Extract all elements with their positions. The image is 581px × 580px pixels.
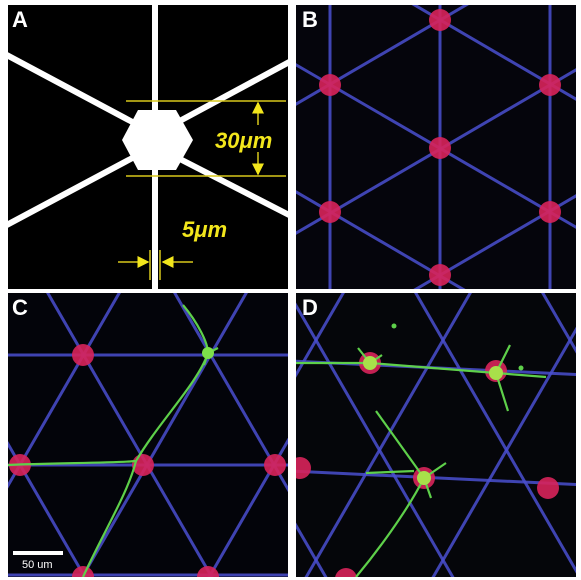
panel-label: C — [12, 295, 28, 320]
panel-label: B — [302, 7, 318, 32]
scale-bar-label: 50 um — [22, 559, 53, 571]
figure: 30μm 5μm A B — [0, 0, 581, 580]
panel-label: A — [12, 7, 28, 32]
annotation: 5μm — [182, 217, 227, 242]
annotation: 30μm — [215, 128, 272, 153]
panel-label: D — [302, 295, 318, 320]
panel-a: 30μm 5μm A — [3, 0, 293, 295]
